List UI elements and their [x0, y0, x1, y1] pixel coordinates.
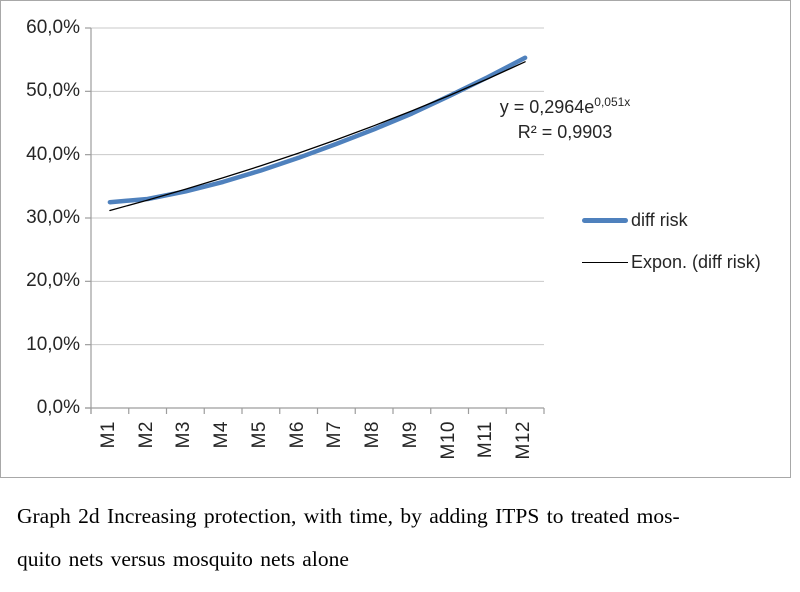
- caption: Graph 2d Increasing protection, with tim…: [17, 495, 792, 581]
- x-axis-label: M1: [97, 421, 119, 449]
- legend-label-expon: Expon. (diff risk): [631, 251, 761, 272]
- x-axis-label: M3: [173, 421, 195, 449]
- x-axis-label: M5: [248, 421, 270, 449]
- caption-line-1: Graph 2d Increasing protection, with tim…: [17, 504, 680, 528]
- series-expon-trendline: [109, 61, 526, 212]
- x-axis-label: M7: [324, 421, 346, 449]
- y-axis-label: 0,0%: [36, 397, 80, 418]
- y-axis-label: 50,0%: [26, 80, 80, 102]
- caption-line-2: quito nets versus mosquito nets alone: [17, 547, 349, 571]
- x-axis-label: M11: [475, 421, 497, 459]
- y-axis-label: 20,0%: [26, 270, 80, 292]
- legend-entry-expon: Expon. (diff risk): [582, 249, 761, 275]
- equation-superscript: 0,051x: [594, 95, 631, 109]
- r-squared-line: R² = 0,9903: [517, 122, 613, 142]
- y-axis-label: 30,0%: [26, 207, 80, 228]
- x-axis-label: M4: [211, 421, 233, 449]
- chart-plot: [85, 27, 545, 414]
- legend-label-diff-risk: diff risk: [631, 209, 688, 230]
- x-axis-label: M12: [513, 421, 535, 460]
- y-axis-label: 10,0%: [26, 333, 80, 355]
- x-axis-label: M8: [362, 421, 384, 449]
- equation-base: y = 0,2964e: [499, 97, 595, 117]
- x-axis-label: M6: [286, 421, 308, 449]
- legend-line-sample-diff-risk: [582, 217, 628, 223]
- trendline-equation: y = 0,2964e0,051x R² = 0,9903: [445, 90, 685, 145]
- legend-line-sample-expon: [582, 261, 628, 263]
- legend-entry-diff-risk: diff risk: [582, 207, 761, 233]
- x-axis-label: M2: [135, 421, 157, 449]
- chart-area: 60,0% 50,0% 40,0% 30,0% 20,0% 10,0% 0,0% M1 M2 M…: [0, 0, 791, 478]
- y-axis-label: 40,0%: [26, 143, 80, 165]
- legend: diff risk Expon. (diff risk): [582, 207, 761, 275]
- y-axis-label: 60,0%: [26, 17, 80, 38]
- equation-line: y = 0,2964e0,051x: [445, 90, 685, 120]
- x-axis-label: M10: [437, 421, 459, 460]
- x-axis-label: M9: [399, 421, 421, 449]
